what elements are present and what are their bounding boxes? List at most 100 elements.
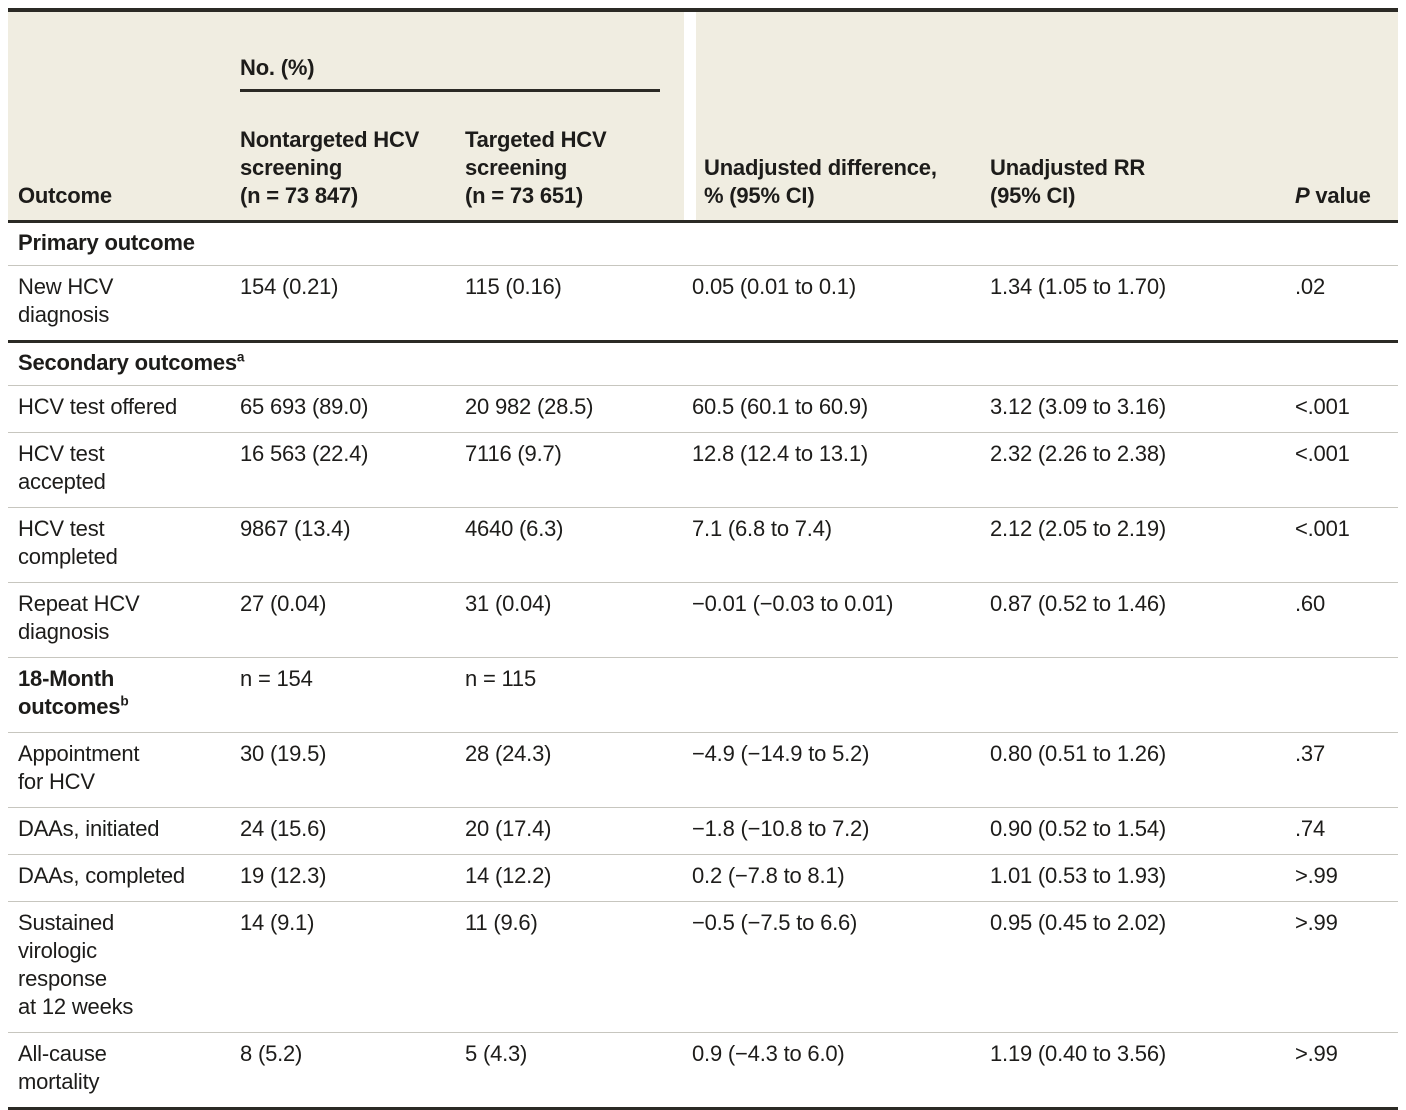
pvalue-cell <box>1287 657 1398 733</box>
column-header-rr: Unadjusted RR (95% CI) <box>982 8 1287 223</box>
targeted-cell: 20 (17.4) <box>457 807 684 855</box>
section-label: Secondary outcomesa <box>8 341 1398 386</box>
pvalue-cell: <.001 <box>1287 507 1398 583</box>
outcome-label: HCV test accepted <box>18 441 106 494</box>
rr-cell: 3.12 (3.09 to 3.16) <box>982 385 1287 433</box>
column-group-header-no-pct: No. (%) <box>232 8 684 120</box>
outcome-label: New HCV diagnosis <box>18 274 114 327</box>
nontargeted-cell: 65 693 (89.0) <box>232 385 457 433</box>
column-header-pvalue: P value <box>1287 8 1398 223</box>
pvalue-cell: >.99 <box>1287 1032 1398 1110</box>
difference-cell: 60.5 (60.1 to 60.9) <box>684 385 982 433</box>
pvalue-cell: >.99 <box>1287 854 1398 902</box>
spanner-label: No. (%) <box>240 52 660 92</box>
outcome-label: HCV test completed <box>18 516 118 569</box>
pvalue-cell: .60 <box>1287 582 1398 658</box>
table-row-appointment-for-hcv: Appointment for HCV 30 (19.5) 28 (24.3) … <box>8 732 1398 808</box>
rr-cell: 1.19 (0.40 to 3.56) <box>982 1032 1287 1110</box>
table-row-hcv-test-completed: HCV test completed 9867 (13.4) 4640 (6.3… <box>8 507 1398 583</box>
outcome-label: 18-Month outcomes <box>18 666 121 719</box>
section-row-secondary-outcomes: Secondary outcomesa <box>8 341 1398 386</box>
table-row-hcv-test-accepted: HCV test accepted 16 563 (22.4) 7116 (9.… <box>8 432 1398 508</box>
outcome-label: Repeat HCV diagnosis <box>18 591 140 644</box>
nontargeted-cell: 154 (0.21) <box>232 265 457 343</box>
section-row-primary-outcome: Primary outcome <box>8 221 1398 266</box>
targeted-cell: 5 (4.3) <box>457 1032 684 1110</box>
rr-cell <box>982 657 1287 733</box>
rr-cell: 2.12 (2.05 to 2.19) <box>982 507 1287 583</box>
outcomes-table: Outcome No. (%) Unadjusted difference, %… <box>8 8 1398 1110</box>
outcome-label: Appointment for HCV <box>18 741 140 794</box>
outcome-cell: New HCV diagnosis <box>8 265 232 343</box>
outcomes-table-container: Outcome No. (%) Unadjusted difference, %… <box>8 8 1398 1110</box>
table-row-daas-completed: DAAs, completed 19 (12.3) 14 (12.2) 0.2 … <box>8 854 1398 902</box>
section-superscript: a <box>236 349 245 365</box>
column-header-outcome: Outcome <box>8 8 232 223</box>
nontargeted-cell: 9867 (13.4) <box>232 507 457 583</box>
outcome-cell: Appointment for HCV <box>8 732 232 808</box>
header-subcolumns-row: Nontargeted HCV screening (n = 73 847) T… <box>8 120 1398 223</box>
targeted-cell: 28 (24.3) <box>457 732 684 808</box>
outcome-cell: HCV test accepted <box>8 432 232 508</box>
table-header: Outcome No. (%) Unadjusted difference, %… <box>8 8 1398 223</box>
table-row-repeat-hcv-diagnosis: Repeat HCV diagnosis 27 (0.04) 31 (0.04)… <box>8 582 1398 658</box>
pvalue-cell: <.001 <box>1287 385 1398 433</box>
rr-cell: 0.90 (0.52 to 1.54) <box>982 807 1287 855</box>
difference-cell: 0.2 (−7.8 to 8.1) <box>684 854 982 902</box>
difference-cell <box>684 657 982 733</box>
pvalue-cell: <.001 <box>1287 432 1398 508</box>
rr-cell: 1.01 (0.53 to 1.93) <box>982 854 1287 902</box>
difference-cell: 0.9 (−4.3 to 6.0) <box>684 1032 982 1110</box>
column-header-difference: Unadjusted difference, % (95% CI) <box>684 8 982 223</box>
difference-cell: −0.01 (−0.03 to 0.01) <box>684 582 982 658</box>
outcome-superscript: b <box>120 693 129 709</box>
nontargeted-cell: n = 154 <box>232 657 457 733</box>
table-row-18-month-outcomes: 18-Month outcomesb n = 154 n = 115 <box>8 657 1398 733</box>
nontargeted-cell: 14 (9.1) <box>232 901 457 1033</box>
table-row-all-cause-mortality: All-cause mortality 8 (5.2) 5 (4.3) 0.9 … <box>8 1032 1398 1110</box>
outcome-label: DAAs, completed <box>18 863 185 888</box>
rr-cell: 2.32 (2.26 to 2.38) <box>982 432 1287 508</box>
rr-cell: 0.80 (0.51 to 1.26) <box>982 732 1287 808</box>
outcome-label: Sustained virologic response at 12 weeks <box>18 910 134 1019</box>
section-label-text: Primary outcome <box>18 230 195 255</box>
targeted-cell: n = 115 <box>457 657 684 733</box>
outcome-cell: HCV test completed <box>8 507 232 583</box>
outcome-cell: Repeat HCV diagnosis <box>8 582 232 658</box>
section-label: Primary outcome <box>8 221 1398 266</box>
column-header-nontargeted: Nontargeted HCV screening (n = 73 847) <box>232 120 457 223</box>
table-row-new-hcv-diagnosis: New HCV diagnosis 154 (0.21) 115 (0.16) … <box>8 265 1398 343</box>
difference-cell: 12.8 (12.4 to 13.1) <box>684 432 982 508</box>
outcome-cell: All-cause mortality <box>8 1032 232 1110</box>
targeted-cell: 11 (9.6) <box>457 901 684 1033</box>
table-row-sustained-virologic-response: Sustained virologic response at 12 weeks… <box>8 901 1398 1033</box>
nontargeted-cell: 24 (15.6) <box>232 807 457 855</box>
nontargeted-cell: 30 (19.5) <box>232 732 457 808</box>
difference-cell: −0.5 (−7.5 to 6.6) <box>684 901 982 1033</box>
outcome-label: DAAs, initiated <box>18 816 160 841</box>
outcome-cell: 18-Month outcomesb <box>8 657 232 733</box>
outcome-cell: Sustained virologic response at 12 weeks <box>8 901 232 1033</box>
pvalue-cell: .74 <box>1287 807 1398 855</box>
nontargeted-cell: 16 563 (22.4) <box>232 432 457 508</box>
table-row-daas-initiated: DAAs, initiated 24 (15.6) 20 (17.4) −1.8… <box>8 807 1398 855</box>
outcome-cell: HCV test offered <box>8 385 232 433</box>
rr-cell: 0.95 (0.45 to 2.02) <box>982 901 1287 1033</box>
difference-cell: −4.9 (−14.9 to 5.2) <box>684 732 982 808</box>
section-label-text: Secondary outcomes <box>18 350 237 375</box>
rr-cell: 1.34 (1.05 to 1.70) <box>982 265 1287 343</box>
targeted-cell: 20 982 (28.5) <box>457 385 684 433</box>
targeted-cell: 31 (0.04) <box>457 582 684 658</box>
nontargeted-cell: 19 (12.3) <box>232 854 457 902</box>
outcome-label: HCV test offered <box>18 394 178 419</box>
difference-cell: 0.05 (0.01 to 0.1) <box>684 265 982 343</box>
table-row-hcv-test-offered: HCV test offered 65 693 (89.0) 20 982 (2… <box>8 385 1398 433</box>
outcome-cell: DAAs, completed <box>8 854 232 902</box>
targeted-cell: 7116 (9.7) <box>457 432 684 508</box>
targeted-cell: 4640 (6.3) <box>457 507 684 583</box>
column-header-targeted: Targeted HCV screening (n = 73 651) <box>457 120 684 223</box>
pvalue-cell: >.99 <box>1287 901 1398 1033</box>
rr-cell: 0.87 (0.52 to 1.46) <box>982 582 1287 658</box>
pvalue-rest: value <box>1309 183 1371 208</box>
pvalue-cell: .37 <box>1287 732 1398 808</box>
